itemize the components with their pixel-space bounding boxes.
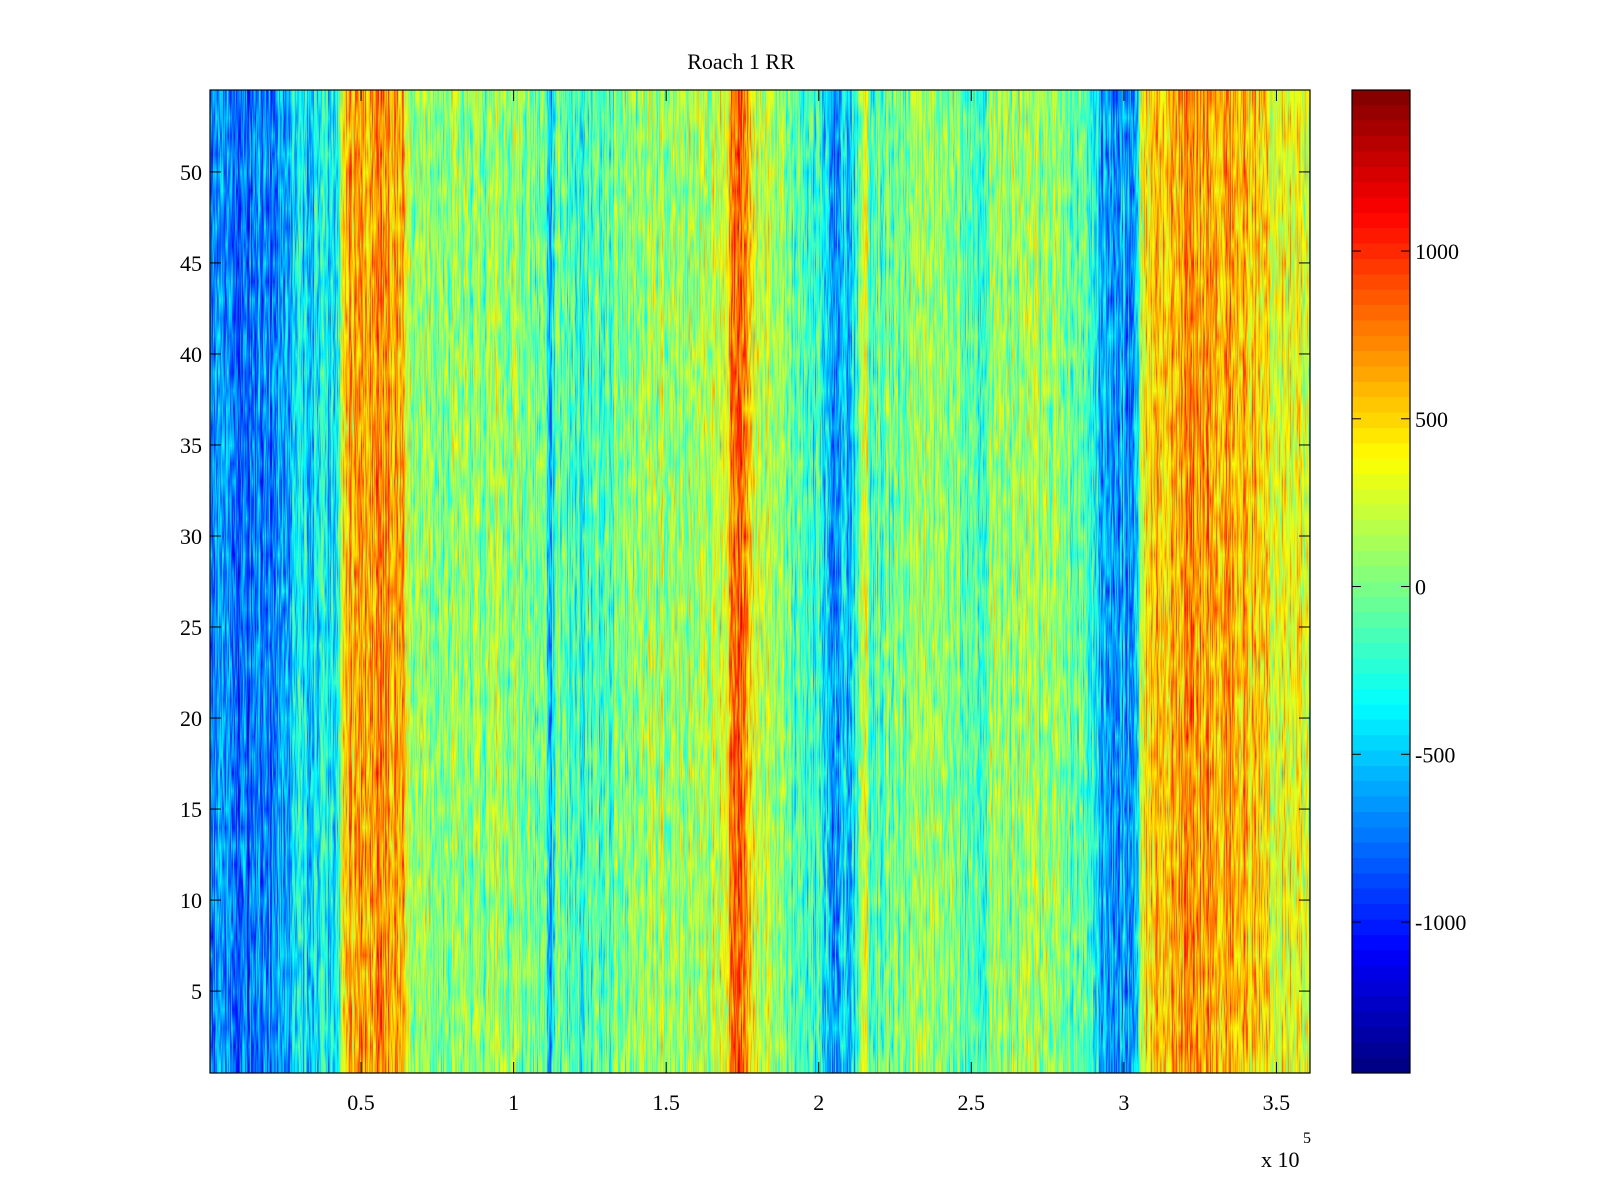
y-axis: 5 10 15 20 25 30 35 40 45 50 (180, 160, 1310, 1004)
y-tick-label: 50 (180, 160, 202, 185)
colorbar-frame (1351, 89, 1411, 1074)
x-multiplier-exponent: 5 (1303, 1130, 1311, 1147)
y-tick-label: 10 (180, 888, 202, 913)
chart-title: Roach 1 RR (687, 49, 795, 74)
y-tick-label: 45 (180, 251, 202, 276)
x-tick-label: 0.5 (347, 1090, 375, 1115)
colorbar-tick-label: -1000 (1415, 910, 1466, 935)
x-tick-label: 1.5 (652, 1090, 680, 1115)
colorbar-tick-label: 1000 (1415, 239, 1459, 264)
colorbar-ticks: -1000 -500 0 500 1000 (1352, 239, 1466, 935)
y-tick-label: 15 (180, 797, 202, 822)
x-tick-label: 3 (1118, 1090, 1129, 1115)
plot-frame (209, 89, 1311, 1074)
colorbar-tick-label: 500 (1415, 407, 1448, 432)
x-multiplier-label: x 10 (1261, 1147, 1300, 1172)
x-tick-label: 3.5 (1263, 1090, 1291, 1115)
y-tick-label: 40 (180, 342, 202, 367)
y-tick-label: 5 (191, 979, 202, 1004)
y-tick-label: 30 (180, 524, 202, 549)
y-tick-label: 20 (180, 706, 202, 731)
x-axis: 0.5 1 1.5 2 2.5 3 3.5 (347, 90, 1290, 1115)
x-tick-label: 2.5 (958, 1090, 986, 1115)
x-tick-label: 2 (813, 1090, 824, 1115)
y-tick-label: 25 (180, 615, 202, 640)
colorbar: -1000 -500 0 500 1000 (1351, 89, 1466, 1074)
x-tick-label: 1 (508, 1090, 519, 1115)
y-tick-label: 35 (180, 433, 202, 458)
colorbar-tick-label: -500 (1415, 742, 1455, 767)
heatmap-image (210, 90, 1310, 1073)
colorbar-tick-label: 0 (1415, 575, 1426, 600)
